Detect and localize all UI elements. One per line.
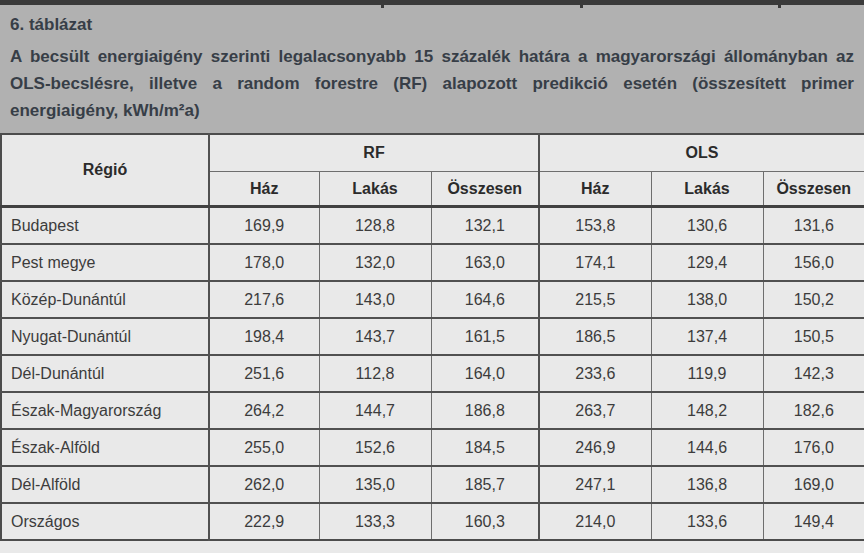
table-row: Dél-Alföld 262,0 135,0 185,7 247,1 136,8… — [1, 466, 864, 503]
column-header-ols-osszesen: Összesen — [763, 172, 864, 207]
region-name: Pest megye — [1, 244, 209, 281]
value-cell: 150,2 — [763, 281, 864, 318]
value-cell: 263,7 — [539, 392, 651, 429]
region-name: Dél-Alföld — [1, 466, 209, 503]
table-row: Dél-Dunántúl 251,6 112,8 164,0 233,6 119… — [1, 355, 864, 392]
value-cell: 132,0 — [319, 244, 431, 281]
value-cell: 251,6 — [209, 355, 319, 392]
table-row: Észak-Magyarország 264,2 144,7 186,8 263… — [1, 392, 864, 429]
column-header-rf-lakas: Lakás — [319, 172, 431, 207]
value-cell: 174,1 — [539, 244, 651, 281]
value-cell: 135,0 — [319, 466, 431, 503]
value-cell: 143,0 — [319, 281, 431, 318]
value-cell: 164,6 — [431, 281, 539, 318]
title-band: 6. táblázat A becsült energiaigény szeri… — [0, 5, 864, 133]
value-cell: 136,8 — [651, 466, 763, 503]
value-cell: 160,3 — [431, 503, 539, 540]
value-cell: 184,5 — [431, 429, 539, 466]
region-name: Közép-Dunántúl — [1, 281, 209, 318]
value-cell: 149,4 — [763, 503, 864, 540]
top-rule — [0, 0, 864, 5]
value-cell: 144,6 — [651, 429, 763, 466]
header-group-row: Régió RF OLS — [1, 134, 864, 172]
value-cell: 130,6 — [651, 207, 763, 245]
value-cell: 153,8 — [539, 207, 651, 245]
divider-tick — [778, 5, 781, 8]
table-number: 6. táblázat — [10, 12, 854, 38]
value-cell: 131,6 — [763, 207, 864, 245]
region-name: Észak-Alföld — [1, 429, 209, 466]
column-header-ols-haz: Ház — [539, 172, 651, 207]
value-cell: 215,5 — [539, 281, 651, 318]
region-name: Dél-Dunántúl — [1, 355, 209, 392]
value-cell: 247,1 — [539, 466, 651, 503]
table-row: Észak-Alföld 255,0 152,6 184,5 246,9 144… — [1, 429, 864, 466]
value-cell: 133,6 — [651, 503, 763, 540]
value-cell: 169,9 — [209, 207, 319, 245]
region-name: Nyugat-Dunántúl — [1, 318, 209, 355]
value-cell: 143,7 — [319, 318, 431, 355]
value-cell: 133,3 — [319, 503, 431, 540]
column-header-rf-haz: Ház — [209, 172, 319, 207]
value-cell: 163,0 — [431, 244, 539, 281]
region-name: Budapest — [1, 207, 209, 245]
value-cell: 142,3 — [763, 355, 864, 392]
region-name: Országos — [1, 503, 209, 540]
value-cell: 161,5 — [431, 318, 539, 355]
value-cell: 128,8 — [319, 207, 431, 245]
value-cell: 233,6 — [539, 355, 651, 392]
table-row: Budapest 169,9 128,8 132,1 153,8 130,6 1… — [1, 207, 864, 245]
value-cell: 262,0 — [209, 466, 319, 503]
value-cell: 148,2 — [651, 392, 763, 429]
value-cell: 222,9 — [209, 503, 319, 540]
value-cell: 185,7 — [431, 466, 539, 503]
divider-tick — [580, 5, 583, 8]
value-cell: 217,6 — [209, 281, 319, 318]
column-group-rf: RF — [209, 134, 539, 172]
value-cell: 264,2 — [209, 392, 319, 429]
value-cell: 132,1 — [431, 207, 539, 245]
value-cell: 119,9 — [651, 355, 763, 392]
value-cell: 112,8 — [319, 355, 431, 392]
value-cell: 150,5 — [763, 318, 864, 355]
value-cell: 176,0 — [763, 429, 864, 466]
value-cell: 137,4 — [651, 318, 763, 355]
energy-demand-table: Régió RF OLS Ház Lakás Összesen Ház Laká… — [0, 133, 864, 541]
value-cell: 144,7 — [319, 392, 431, 429]
value-cell: 169,0 — [763, 466, 864, 503]
table-title: A becsült energiaigény szerinti legalacs… — [10, 43, 854, 124]
value-cell: 156,0 — [763, 244, 864, 281]
table-row: Közép-Dunántúl 217,6 143,0 164,6 215,5 1… — [1, 281, 864, 318]
column-header-ols-lakas: Lakás — [651, 172, 763, 207]
value-cell: 214,0 — [539, 503, 651, 540]
value-cell: 152,6 — [319, 429, 431, 466]
value-cell: 129,4 — [651, 244, 763, 281]
table-row: Nyugat-Dunántúl 198,4 143,7 161,5 186,5 … — [1, 318, 864, 355]
column-header-rf-osszesen: Összesen — [431, 172, 539, 207]
region-name: Észak-Magyarország — [1, 392, 209, 429]
value-cell: 255,0 — [209, 429, 319, 466]
value-cell: 186,5 — [539, 318, 651, 355]
source-block: Forrás: Az összekapcsolt adatbázis és a … — [0, 541, 864, 553]
value-cell: 164,0 — [431, 355, 539, 392]
value-cell: 178,0 — [209, 244, 319, 281]
table-row: Pest megye 178,0 132,0 163,0 174,1 129,4… — [1, 244, 864, 281]
divider-tick — [381, 5, 384, 8]
value-cell: 138,0 — [651, 281, 763, 318]
value-cell: 182,6 — [763, 392, 864, 429]
value-cell: 246,9 — [539, 429, 651, 466]
value-cell: 186,8 — [431, 392, 539, 429]
table-row: Országos 222,9 133,3 160,3 214,0 133,6 1… — [1, 503, 864, 540]
column-header-region: Régió — [1, 134, 209, 207]
column-group-ols: OLS — [539, 134, 864, 172]
value-cell: 198,4 — [209, 318, 319, 355]
